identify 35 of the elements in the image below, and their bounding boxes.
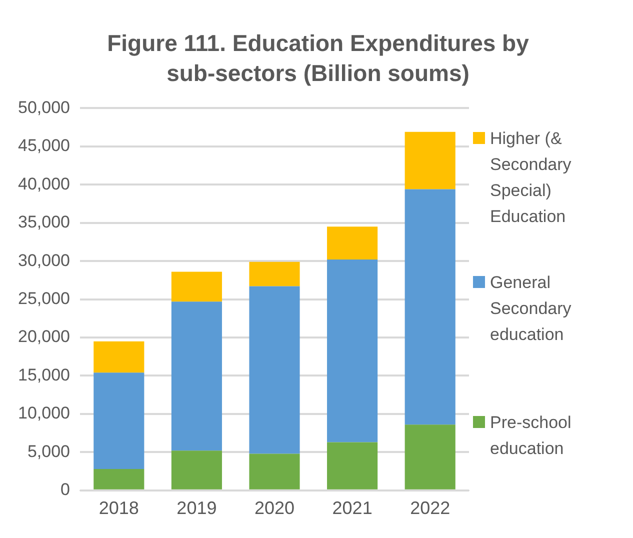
bar [404,424,456,490]
x-tick-label: 2019 [176,498,217,518]
bar [249,454,300,490]
legend-label: Higher (& Secondary Special) Education [490,128,572,228]
bar [327,442,378,490]
legend-label: Pre-school education [490,412,572,460]
bar [327,260,378,442]
bar [171,450,222,490]
y-tick-label: 35,000 [18,212,70,232]
legend-label: General Secondary education [490,272,572,346]
bar [404,132,456,190]
bar [94,372,144,469]
bar [171,272,222,302]
y-tick-label: 5,000 [27,442,70,461]
y-tick-label: 30,000 [18,250,70,270]
bar [94,341,144,373]
y-tick-label: 10,000 [18,404,70,423]
x-tick-label: 2022 [410,498,450,518]
y-tick-label: 25,000 [18,288,70,308]
bar [249,286,300,454]
x-tick-label: 2018 [98,498,139,518]
bar [404,189,456,425]
bar [249,262,300,286]
y-tick-label: 40,000 [18,174,70,194]
y-tick-label: 0 [60,480,70,500]
y-tick-label: 45,000 [18,136,70,156]
bar [171,302,222,451]
y-tick-label: 15,000 [18,365,70,384]
x-tick-label: 2020 [254,498,295,518]
y-tick-label: 50,000 [18,98,70,117]
x-tick-label: 2021 [332,498,372,518]
bar [327,226,378,260]
y-tick-label: 20,000 [18,327,70,346]
chart-title: Figure 111. Education Expenditures by sub-sectors (Billion soums) [106,29,530,88]
bar [94,468,144,490]
